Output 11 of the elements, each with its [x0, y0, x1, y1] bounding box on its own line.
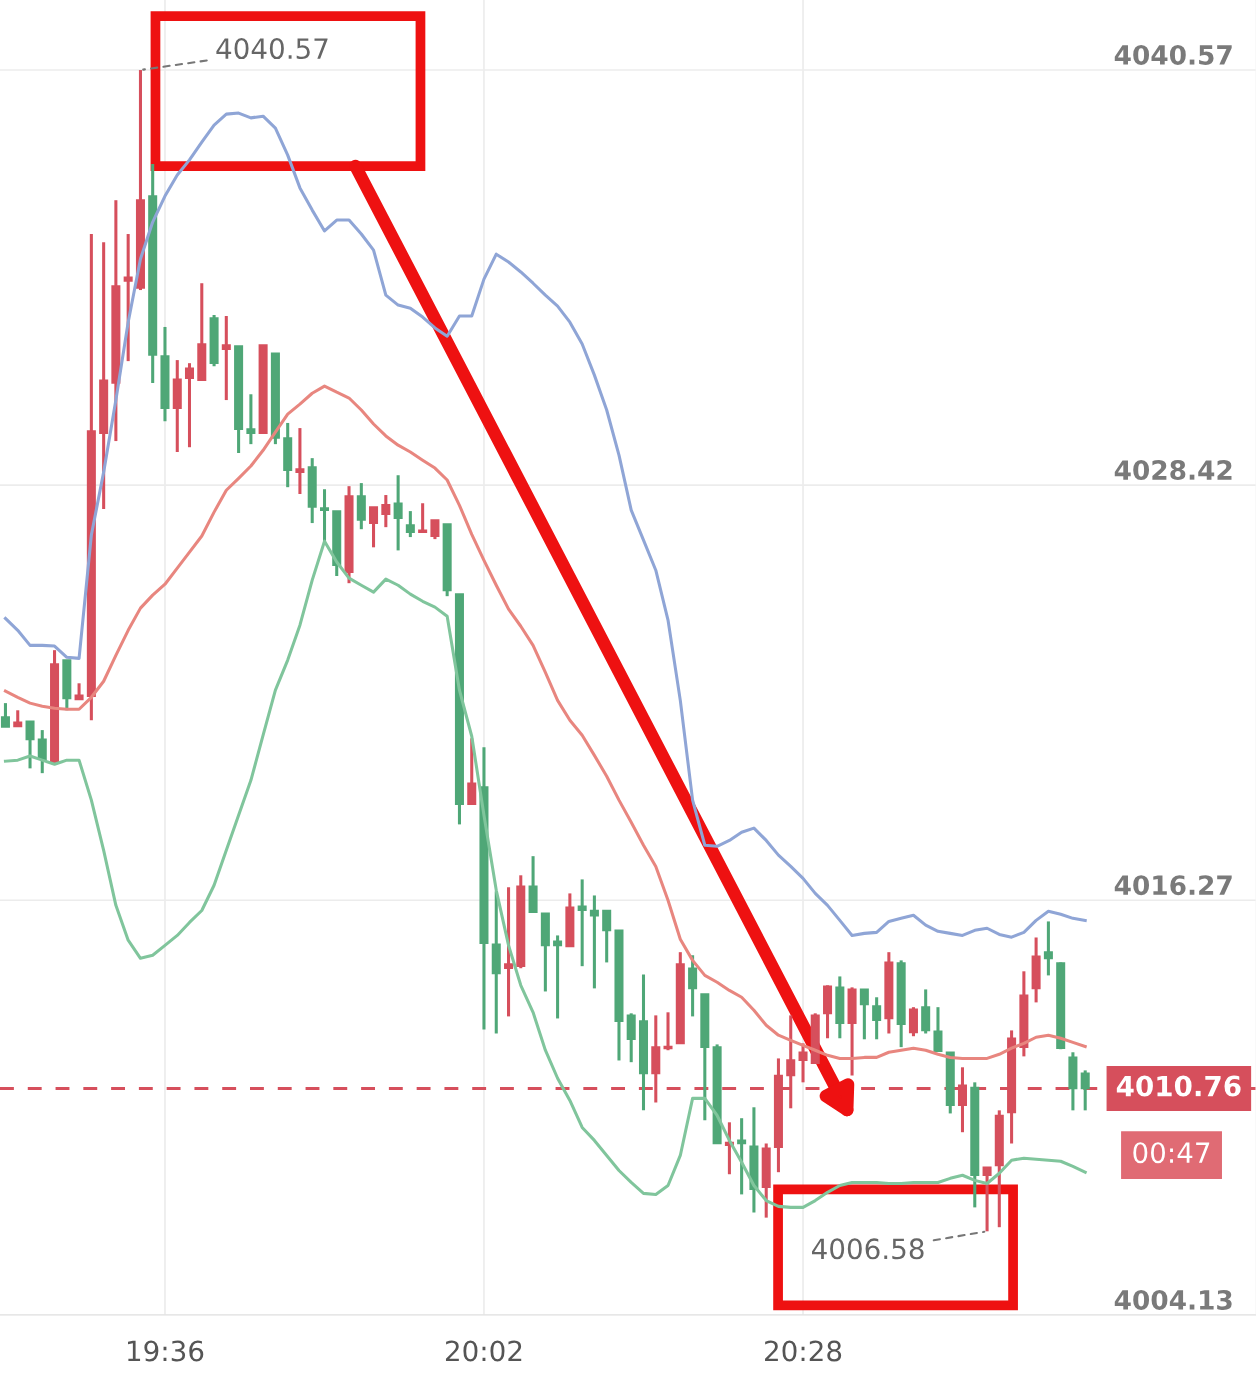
ref-line-label: 4010.76 [1116, 1075, 1241, 1097]
y-tick-label: 4016.27 [1114, 875, 1232, 896]
annotation: 4006.58 [812, 1238, 924, 1260]
annotation: 4040.57 [216, 38, 328, 60]
y-tick-label: 4028.42 [1114, 460, 1232, 481]
x-tick-label: 19:36 [128, 1340, 204, 1362]
x-tick-label: 20:02 [445, 1340, 522, 1362]
annotation: 00:47 [1133, 1142, 1210, 1164]
x-tick-label: 20:28 [765, 1340, 842, 1362]
y-tick-label: 4040.57 [1114, 44, 1232, 65]
y-tick-label: 4004.13 [1114, 1289, 1232, 1310]
